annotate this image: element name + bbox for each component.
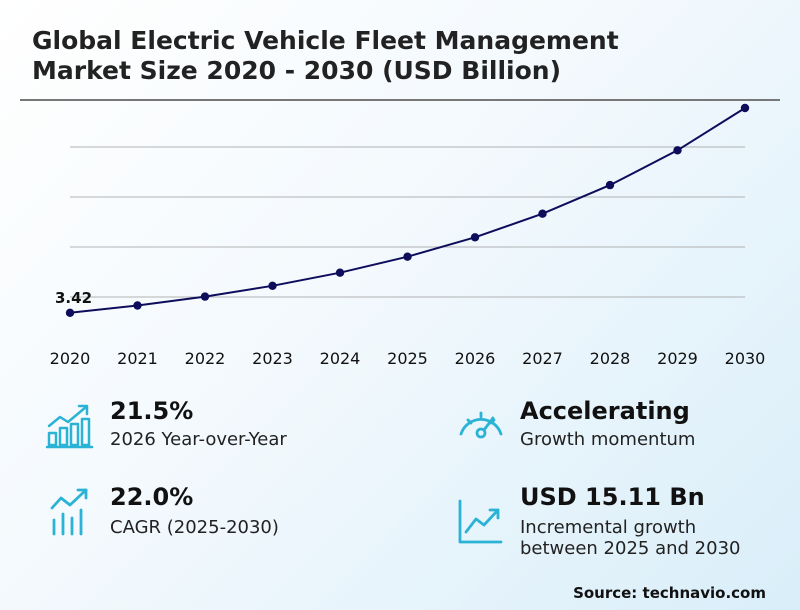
data-points	[65, 103, 750, 317]
line-chart-growth-icon	[458, 499, 503, 544]
title-line-1: Global Electric Vehicle Fleet Management	[32, 26, 619, 55]
x-tick-label: 2029	[657, 349, 698, 368]
data-point	[133, 301, 142, 310]
stat-incremental-desc: Incremental growth between 2025 and 2030	[520, 517, 740, 559]
data-point	[403, 252, 412, 261]
data-point	[605, 180, 615, 190]
x-tick-label: 2022	[185, 349, 226, 368]
data-point	[200, 292, 210, 301]
source-credit: Source: technavio.com	[573, 584, 766, 602]
x-tick-label: 2020	[50, 349, 91, 368]
bar-chart-growth-icon	[46, 404, 94, 449]
x-tick-label: 2030	[725, 349, 766, 368]
x-axis-ticks: 2020 2021 2022 2023 2024 2025 2026 2027 2028 2029…	[50, 349, 766, 368]
x-tick-label: 2028	[590, 349, 631, 368]
stat-momentum-value: Accelerating	[520, 397, 690, 425]
stat-incremental-desc-line-1: Incremental growth	[520, 517, 697, 538]
chart-title: Global Electric Vehicle Fleet Management…	[32, 26, 772, 86]
title-divider	[20, 99, 780, 101]
trend-bars-icon	[50, 488, 88, 536]
stat-incremental-desc-line-2: between 2025 and 2030	[520, 538, 741, 559]
gridlines	[70, 146, 745, 298]
x-tick-label: 2027	[522, 349, 563, 368]
stat-cagr-desc: CAGR (2025-2030)	[110, 517, 279, 538]
gauge-icon	[459, 411, 503, 439]
stat-yoy-desc: 2026 Year-over-Year	[110, 429, 287, 450]
title-line-2: Market Size 2020 - 2030 (USD Billion)	[32, 56, 561, 85]
data-point	[65, 308, 75, 317]
x-tick-label: 2024	[320, 349, 361, 368]
x-tick-label: 2023	[252, 349, 293, 368]
stat-incremental-value: USD 15.11 Bn	[520, 483, 705, 511]
data-labels: 3.42	[55, 289, 92, 307]
x-tick-label: 2026	[455, 349, 496, 368]
stat-cagr-value: 22.0%	[110, 483, 194, 511]
data-point	[673, 146, 682, 155]
x-tick-label: 2025	[387, 349, 428, 368]
x-tick-label: 2021	[117, 349, 158, 368]
data-label: 3.42	[55, 289, 92, 307]
data-point	[335, 268, 345, 277]
data-point	[470, 233, 480, 242]
series-line	[69, 107, 746, 314]
data-point	[538, 209, 547, 218]
data-point	[740, 103, 750, 113]
line-chart: 2020 2021 2022 2023 2024 2025 2026 2027 2028 2029…	[50, 103, 766, 368]
stat-momentum-desc: Growth momentum	[520, 429, 696, 450]
stat-yoy-value: 21.5%	[110, 397, 194, 425]
data-point	[268, 281, 277, 290]
